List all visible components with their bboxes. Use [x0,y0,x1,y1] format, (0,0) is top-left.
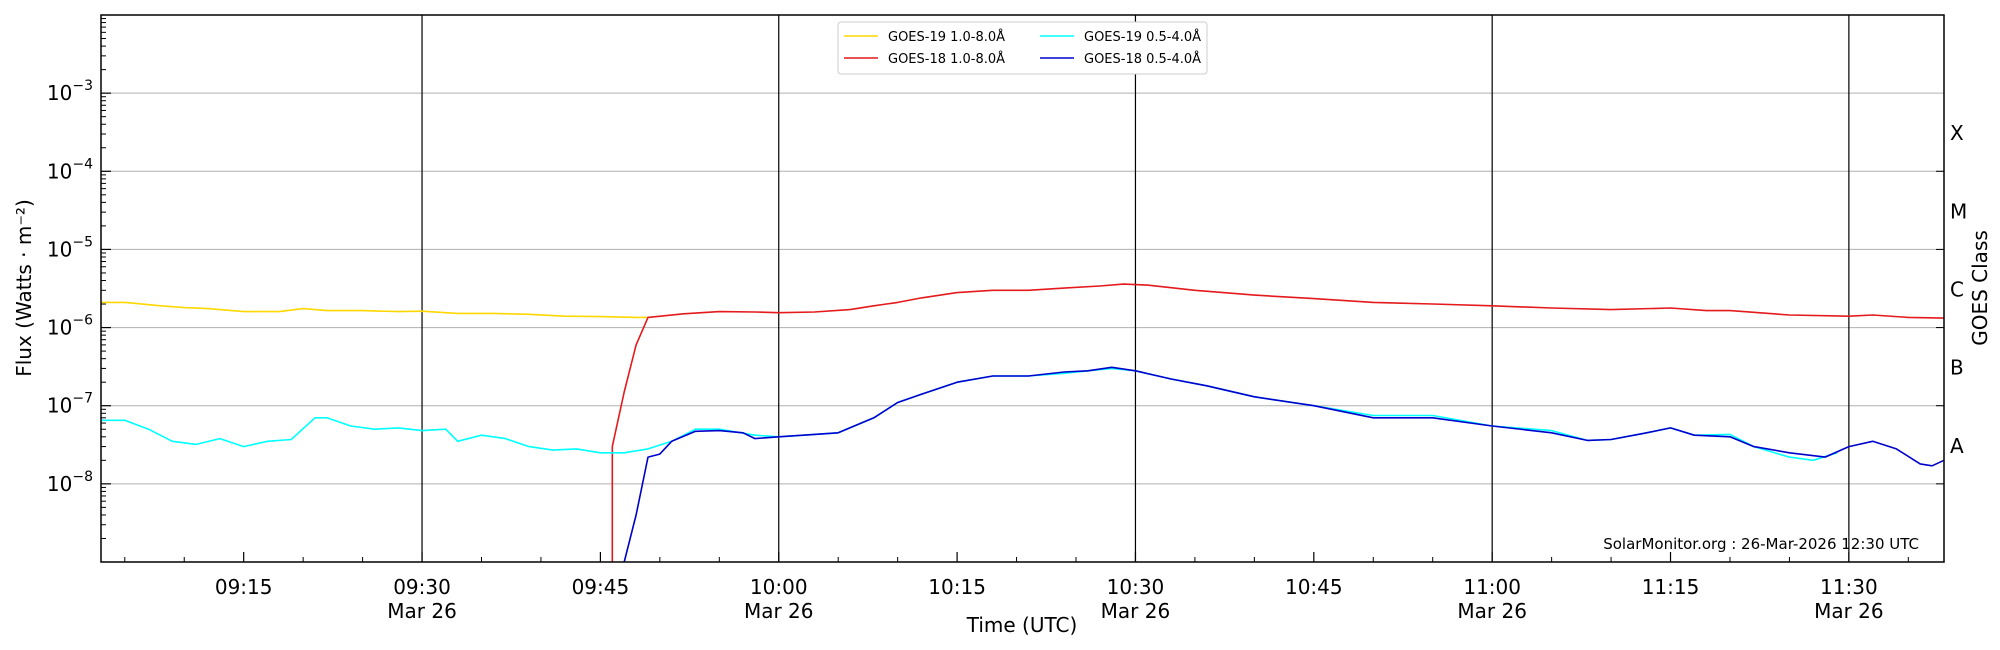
x-tick-label: 10:45 [1285,575,1343,599]
series-line [101,301,648,319]
y-tick-label: 10−4 [47,156,93,183]
x-axis-title: Time (UTC) [966,613,1078,637]
y-tick-label: 10−5 [47,234,93,261]
x-tick-label: 11:00 [1463,575,1521,599]
x-tick-label: 11:15 [1642,575,1700,599]
legend: GOES-19 1.0-8.0Å GOES-19 0.5-4.0Å GOES-18 … [837,21,1208,75]
goes-class-label: C [1950,278,1964,302]
y-tick-label: 10−7 [47,391,93,418]
series-line [623,366,1945,563]
vertical-lines-layer [421,15,1850,562]
legend-label: GOES-19 1.0-8.0Å [888,29,1005,45]
x-tick-date-label: Mar 26 [1457,599,1527,623]
goes-class-label: B [1950,356,1964,380]
plot-frame [100,14,1945,563]
goes-class-label: M [1950,199,1967,223]
x-tick-label: 10:00 [750,575,808,599]
grid-layer [101,92,1944,485]
y-tick-label: 10−6 [47,313,93,340]
goes-class-axis-title: GOES Class [1968,230,1992,346]
x-tick-label: 09:15 [215,575,273,599]
goes-class-label: A [1950,434,1964,458]
x-tick-date-label: Mar 26 [1814,599,1884,623]
x-tick-label: 10:30 [1107,575,1165,599]
y-axis-title: Flux (Watts · m⁻²) [12,199,36,377]
legend-label: GOES-18 0.5-4.0Å [1084,51,1201,67]
goes-class-label: X [1950,121,1964,145]
x-tick-label: 10:15 [928,575,986,599]
legend-box [837,21,1208,75]
x-tick-label: 11:30 [1820,575,1878,599]
x-tick-date-label: Mar 26 [744,599,814,623]
series-line [611,283,1945,562]
x-tick-date-label: Mar 26 [1101,599,1171,623]
y-tick-label: 10−8 [47,469,93,496]
x-tick-label: 09:45 [572,575,630,599]
legend-label: GOES-19 0.5-4.0Å [1084,29,1201,45]
series-layer [101,283,1945,563]
y-tick-label: 10−3 [47,78,93,105]
legend-label: GOES-18 1.0-8.0Å [888,51,1005,67]
x-tick-date-label: Mar 26 [387,599,457,623]
credit-text: SolarMonitor.org : 26-Mar-2026 12:30 UTC [1603,535,1919,553]
x-tick-label: 09:30 [393,575,451,599]
